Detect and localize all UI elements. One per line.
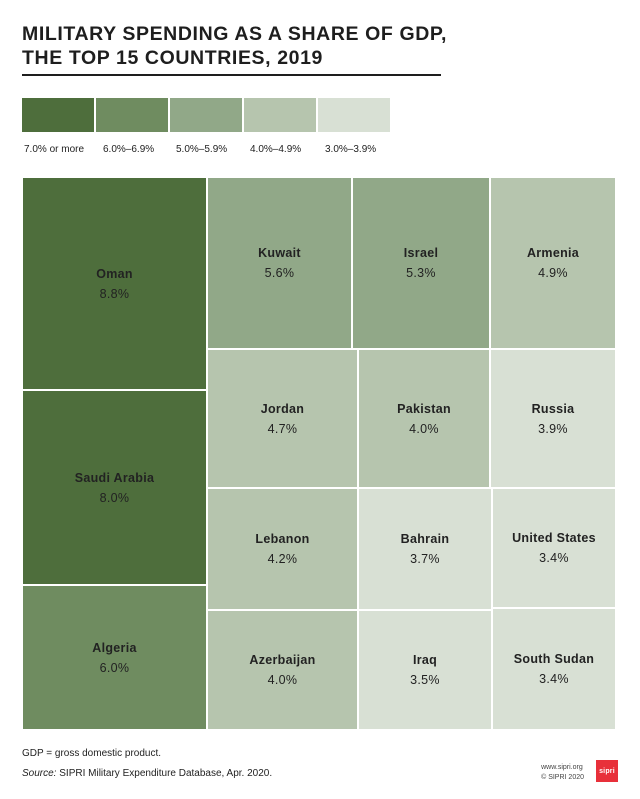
footnote: GDP = gross domestic product. — [22, 748, 162, 759]
treemap-cell-armenia: Armenia 4.9% — [490, 177, 616, 349]
treemap: Oman 8.8% Saudi Arabia 8.0% Algeria 6.0% Kuwai… — [22, 177, 616, 730]
value-label: 3.4% — [539, 672, 569, 686]
treemap-cell-united-states: United States 3.4% — [492, 488, 616, 608]
chart-title-line-1: MILITARY SPENDING AS A SHARE OF GDP, — [22, 23, 448, 45]
country-label: Saudi Arabia — [74, 470, 155, 485]
value-label: 3.5% — [410, 673, 440, 687]
treemap-cell-lebanon: Lebanon 4.2% — [207, 488, 358, 610]
treemap-cell-azerbaijan: Azerbaijan 4.0% — [207, 610, 358, 730]
country-label: Kuwait — [258, 246, 301, 260]
legend-swatch-3 — [318, 98, 390, 132]
country-label: Pakistan — [397, 401, 451, 416]
treemap-cell-russia: Russia 3.9% — [490, 349, 616, 488]
source-label: Source: — [22, 768, 57, 779]
country-label: Lebanon — [255, 532, 310, 546]
chart-title-line-2: THE TOP 15 COUNTRIES, 2019 — [22, 47, 323, 69]
treemap-cell-bahrain: Bahrain 3.7% — [358, 488, 492, 610]
country-label: Bahrain — [400, 532, 450, 546]
treemap-cell-kuwait: Kuwait 5.6% — [207, 177, 352, 349]
value-label: 5.6% — [264, 266, 295, 280]
treemap-cell-pakistan: Pakistan 4.0% — [358, 349, 490, 488]
country-label: Algeria — [92, 640, 137, 655]
legend-label-5: 5.0%–5.9% — [176, 144, 228, 155]
legend-swatch-5 — [170, 98, 242, 132]
country-label: Azerbaijan — [249, 653, 316, 667]
country-label: Israel — [403, 246, 439, 260]
country-label: South Sudan — [513, 652, 595, 666]
treemap-cell-oman: Oman 8.8% — [22, 177, 207, 390]
value-label: 6.0% — [99, 660, 130, 675]
legend-label-6: 6.0%–6.9% — [103, 144, 155, 155]
treemap-cell-south-sudan: South Sudan 3.4% — [492, 608, 616, 730]
value-label: 5.3% — [406, 266, 436, 280]
legend-swatch-7plus — [22, 98, 94, 132]
value-label: 8.0% — [99, 490, 130, 505]
source-note: Source: SIPRI Military Expenditure Datab… — [22, 768, 272, 779]
country-label: Oman — [96, 266, 133, 281]
value-label: 3.4% — [539, 551, 569, 565]
country-label: Armenia — [526, 246, 580, 260]
source-text: SIPRI Military Expenditure Database, Apr… — [56, 768, 273, 779]
credit-copyright: © SIPRI 2020 — [541, 774, 584, 781]
sipri-logo: sipri — [596, 760, 618, 782]
country-label: Russia — [531, 401, 575, 416]
value-label: 4.7% — [267, 421, 298, 436]
value-label: 4.9% — [538, 266, 568, 280]
treemap-cell-algeria: Algeria 6.0% — [22, 585, 207, 730]
value-label: 8.8% — [99, 286, 130, 301]
treemap-cell-jordan: Jordan 4.7% — [207, 349, 358, 488]
legend-swatch-6 — [96, 98, 168, 132]
legend-label-7plus: 7.0% or more — [24, 144, 85, 155]
value-label: 3.7% — [410, 552, 440, 566]
value-label: 4.0% — [267, 673, 298, 687]
value-label: 3.9% — [538, 421, 568, 436]
treemap-cell-saudi-arabia: Saudi Arabia 8.0% — [22, 390, 207, 585]
country-label: United States — [512, 531, 596, 545]
title-divider — [22, 74, 441, 76]
country-label: Iraq — [412, 653, 438, 667]
credit: www.sipri.org © SIPRI 2020 — [541, 763, 584, 783]
country-label: Jordan — [260, 401, 305, 416]
treemap-cell-iraq: Iraq 3.5% — [358, 610, 492, 730]
credit-url: www.sipri.org — [541, 764, 583, 771]
legend-label-4: 4.0%–4.9% — [250, 144, 302, 155]
value-label: 4.0% — [409, 421, 439, 436]
legend-swatch-4 — [244, 98, 316, 132]
value-label: 4.2% — [267, 552, 298, 566]
treemap-cell-israel: Israel 5.3% — [352, 177, 490, 349]
legend-label-3: 3.0%–3.9% — [325, 144, 377, 155]
chart-title: MILITARY SPENDING AS A SHARE OF GDP, THE… — [22, 22, 447, 70]
